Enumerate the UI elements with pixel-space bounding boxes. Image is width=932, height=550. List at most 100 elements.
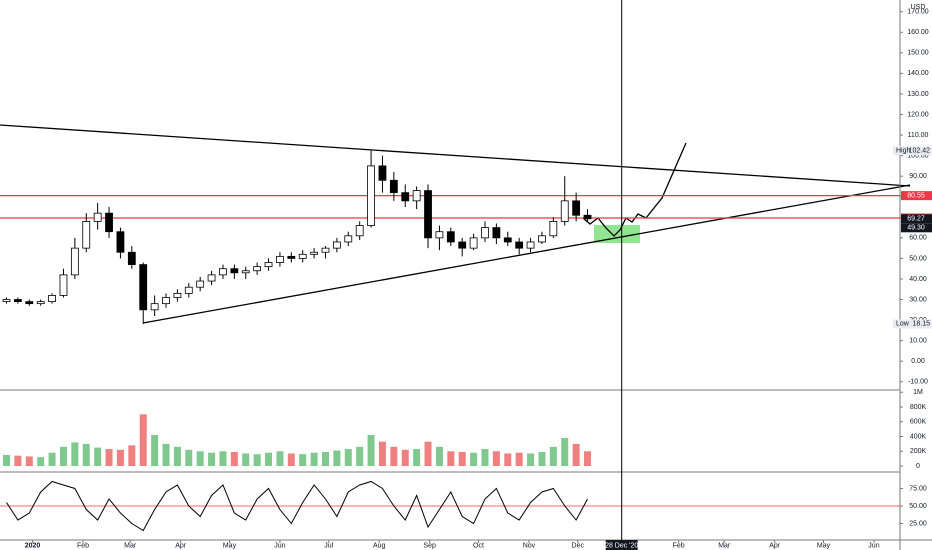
candle-body: [116, 231, 125, 253]
candle-body: [93, 212, 102, 222]
volume-bar: [265, 452, 273, 467]
candle-body: [389, 179, 398, 194]
candle-body: [139, 264, 148, 311]
x-tick-label: Sep: [423, 542, 436, 549]
candle-body: [572, 200, 581, 216]
oscillator-line: [6, 480, 588, 532]
price-level-label: 80.55: [907, 192, 925, 199]
volume-bar: [71, 442, 79, 467]
volume-bar: [413, 449, 421, 467]
y-tick-label: -10.00: [908, 379, 928, 386]
volume-bar: [59, 446, 67, 467]
y-tick-label: 40.00: [909, 276, 927, 283]
crosshair-tag: [605, 540, 638, 550]
volume-bar: [253, 454, 261, 467]
volume-bar: [378, 441, 386, 467]
candle-body: [424, 190, 432, 239]
volume-bar: [196, 451, 204, 467]
x-tick-label: Oct: [473, 542, 484, 549]
x-tick-label: Feb: [77, 542, 89, 549]
volume-bar: [310, 452, 318, 467]
volume-bar: [105, 449, 113, 467]
x-tick-label: Nov: [523, 542, 536, 549]
candle-body: [2, 299, 11, 302]
volume-bar: [527, 453, 535, 467]
y-tick-label: 130.00: [907, 91, 929, 98]
candle-body: [310, 251, 319, 255]
candle-body: [48, 295, 56, 302]
x-tick-label: Aug: [373, 542, 386, 549]
lower-trendline: [142, 184, 911, 324]
candle-body: [219, 268, 227, 276]
candle-body: [36, 301, 45, 305]
extreme-tag: [893, 146, 932, 156]
y-tick-label: 10.00: [909, 338, 927, 345]
candle-body: [264, 262, 273, 268]
y-tick-label: 110.00: [908, 132, 929, 139]
volume-bar: [572, 443, 580, 467]
y-tick-label: 25.00: [909, 520, 927, 527]
candle-body: [469, 237, 478, 249]
candle-body: [276, 255, 284, 263]
candle-body: [560, 200, 569, 222]
candle-body: [162, 297, 170, 305]
extreme-name: Low: [896, 321, 910, 328]
volume-bar: [116, 449, 124, 467]
y-tick-label: 90.00: [909, 173, 927, 180]
crosshair-label: 28 Dec '20: [605, 542, 638, 549]
candle-body: [196, 280, 205, 288]
y-tick-label: 120.00: [907, 111, 929, 118]
price-tag: [901, 214, 932, 224]
candle-body: [538, 235, 546, 243]
candle-body: [458, 241, 467, 249]
candle-body: [184, 286, 193, 294]
candle-body: [526, 241, 535, 249]
volume-bar: [470, 452, 478, 467]
candle-body: [82, 221, 91, 249]
volume-bar: [458, 451, 466, 467]
y-tick-label: 140.00: [907, 70, 929, 77]
candle-body: [367, 165, 375, 226]
x-tick-label: Mar: [124, 542, 137, 549]
upper-trendline: [0, 124, 911, 187]
y-tick-label: 160.00: [907, 29, 929, 36]
y-tick-label: 170.00: [907, 9, 929, 16]
y-tick-label: 400K: [910, 433, 927, 440]
y-tick-label: 600K: [910, 419, 927, 426]
candle-body: [230, 268, 239, 274]
candle-body: [253, 266, 262, 272]
y-tick-label: 1M: [913, 389, 923, 396]
volume-bar: [492, 451, 500, 467]
volume-bar: [287, 453, 295, 467]
candle-body: [481, 227, 489, 239]
x-tick-label: Dec: [572, 542, 585, 549]
volume-bar: [25, 456, 33, 467]
candle-body: [401, 192, 410, 202]
candle-body: [446, 231, 455, 243]
volume-bar: [230, 451, 238, 467]
y-tick-label: 50.00: [909, 255, 927, 262]
volume-bar: [128, 445, 136, 467]
volume-bar: [549, 446, 557, 467]
volume-bar: [435, 446, 443, 467]
candle-body: [344, 235, 353, 243]
y-tick-label: 0.00: [911, 358, 925, 365]
y-tick-label: 150.00: [907, 50, 929, 57]
candle-body: [173, 292, 182, 298]
volume-bar: [321, 451, 329, 467]
candle-body: [287, 255, 296, 259]
price-tag: [901, 223, 932, 233]
candle-body: [25, 301, 34, 305]
candle-body: [207, 274, 216, 282]
y-tick-label: 0: [916, 463, 920, 470]
volume-bar: [390, 446, 398, 467]
volume-bar: [94, 447, 102, 467]
candle-body: [298, 253, 307, 259]
volume-bar: [242, 453, 250, 467]
volume-bar: [37, 457, 45, 467]
x-tick-label: Jun: [274, 542, 285, 549]
candle-body: [59, 274, 68, 296]
volume-bar: [3, 454, 11, 467]
y-tick-label: 75.00: [909, 485, 927, 492]
